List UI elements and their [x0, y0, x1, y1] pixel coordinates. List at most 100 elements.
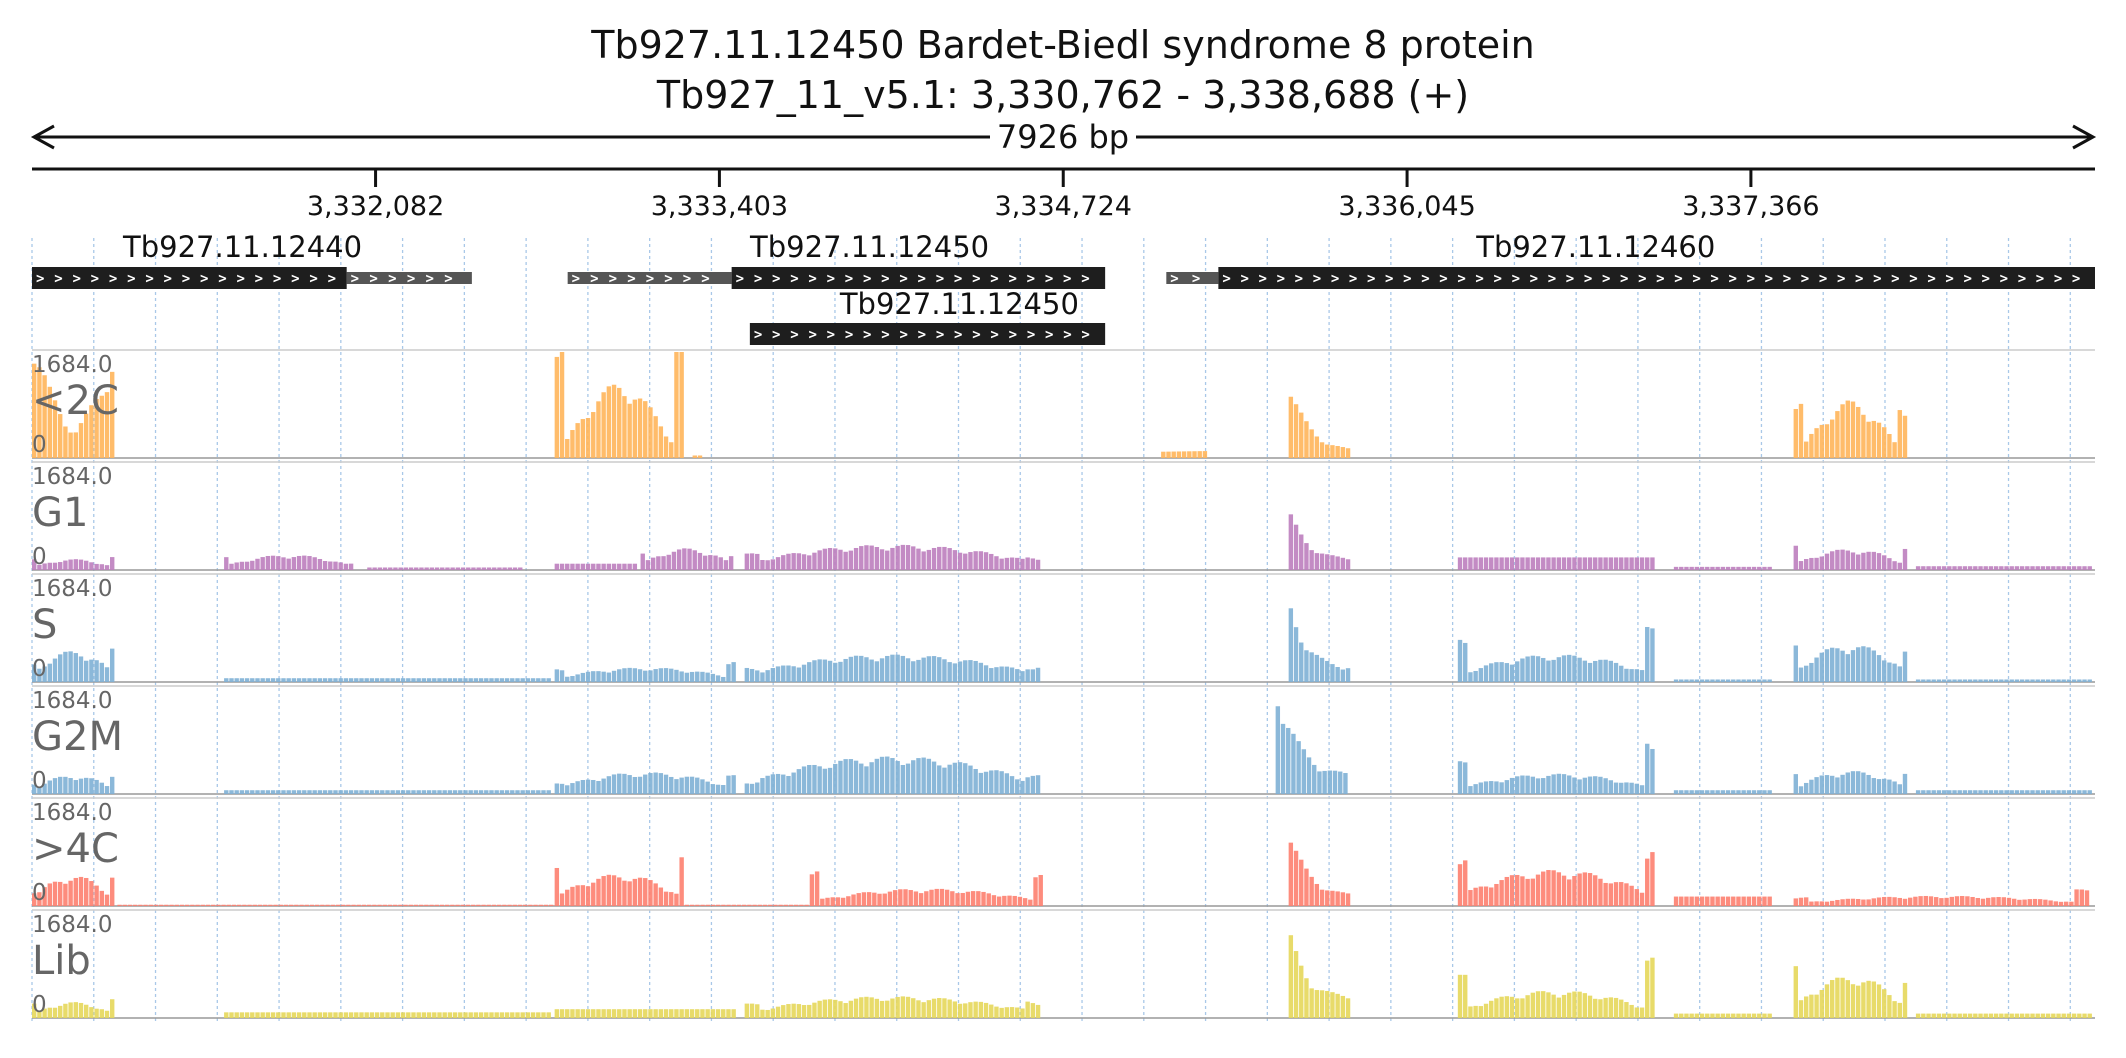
coverage-bar	[994, 770, 999, 794]
coverage-bar	[432, 790, 437, 794]
coverage-bar	[450, 567, 455, 570]
coverage-bar	[369, 790, 375, 794]
coverage-bar	[408, 904, 413, 906]
coverage-bar	[37, 564, 42, 570]
coverage-bar	[2079, 889, 2084, 906]
coverage-bar	[848, 656, 854, 682]
coverage-bar	[1489, 887, 1494, 906]
coverage-bar	[143, 904, 148, 906]
coverage-bar	[47, 780, 52, 794]
coverage-bar	[580, 885, 586, 906]
coverage-bar	[1468, 890, 1473, 906]
coverage-bar	[354, 678, 359, 682]
coverage-bar	[1288, 842, 1294, 906]
coverage-bar	[1999, 790, 2004, 794]
coverage-bar	[302, 1012, 307, 1018]
coverage-bar	[606, 563, 612, 570]
coverage-bar	[1577, 779, 1582, 794]
coverage-bar	[627, 563, 632, 570]
coverage-bar	[99, 782, 104, 794]
coverage-bar	[554, 783, 560, 794]
coverage-bar	[820, 898, 825, 906]
coverage-bar	[1866, 421, 1871, 458]
coverage-bar	[879, 658, 885, 682]
coverage-bar	[2035, 1013, 2040, 1018]
coverage-bar	[317, 678, 323, 682]
coverage-bar	[497, 567, 502, 570]
coverage-bar	[1694, 679, 1700, 682]
coverage-bar	[989, 1004, 994, 1018]
coverage-bar	[1520, 658, 1525, 682]
coverage-bar	[224, 790, 229, 794]
coverage-bar	[1746, 566, 1752, 570]
coverage-bar	[827, 547, 833, 570]
coverage-bar	[1613, 997, 1619, 1018]
coverage-bar	[965, 891, 971, 906]
coverage-bar	[1556, 872, 1562, 906]
coverage-bar	[354, 1012, 359, 1018]
coverage-bar	[169, 904, 174, 906]
coverage-bar	[843, 551, 848, 570]
coverage-bar	[1931, 566, 1936, 570]
track-scale-max: 1684.0	[32, 464, 112, 490]
coverage-bar	[973, 768, 978, 794]
coverage-bar	[726, 1009, 731, 1018]
coverage-bar	[1332, 770, 1338, 794]
coverage-bar	[1286, 727, 1291, 794]
coverage-bar	[416, 790, 421, 794]
coverage-bar	[541, 790, 546, 794]
coverage-bar	[1572, 875, 1577, 906]
coverage-bar	[1736, 896, 1741, 906]
coverage-bar	[104, 1010, 110, 1018]
coverage-bar	[898, 889, 903, 906]
coverage-bar	[2061, 566, 2066, 570]
coverage-bar	[627, 775, 632, 794]
coverage-bar	[1855, 554, 1861, 570]
coverage-bar	[84, 777, 89, 794]
coverage-bar	[999, 771, 1004, 794]
coverage-bar	[926, 758, 932, 794]
coverage-bar	[1483, 665, 1489, 682]
coverage-bar	[601, 671, 606, 682]
gene-cds-block	[731, 267, 1106, 289]
coverage-bar	[1983, 566, 1988, 570]
coverage-bar	[817, 766, 822, 794]
coverage-bar	[1546, 775, 1551, 794]
coverage-bar	[369, 1012, 375, 1018]
coverage-bar	[705, 672, 710, 682]
coverage-bar	[765, 560, 770, 570]
coverage-bar	[1608, 660, 1614, 682]
coverage-bar	[1567, 557, 1572, 570]
coverage-bar	[843, 1003, 848, 1018]
coverage-bar	[596, 780, 601, 794]
coverage-bar	[1988, 679, 1994, 682]
coverage-bar	[1673, 790, 1679, 794]
coverage-bar	[42, 563, 47, 570]
coverage-bar	[1954, 896, 1960, 906]
track-name-label: <2C	[32, 378, 119, 424]
axis-tick-label: 3,336,045	[1338, 191, 1475, 222]
coverage-bar	[229, 678, 234, 682]
coverage-bar	[1679, 566, 1684, 570]
coverage-bar	[791, 1003, 796, 1018]
coverage-bar	[1793, 408, 1798, 458]
coverage-bar	[1598, 776, 1603, 794]
coverage-bar	[520, 678, 525, 682]
coverage-bar	[1015, 557, 1020, 570]
coverage-bar	[812, 660, 817, 682]
coverage-bar	[1835, 899, 1840, 906]
coverage-bar	[1850, 552, 1856, 570]
coverage-bar	[1556, 997, 1562, 1018]
coverage-bar	[1603, 778, 1608, 794]
coverage-bar	[770, 668, 776, 682]
coverage-bar	[783, 904, 788, 906]
coverage-bar	[656, 556, 661, 570]
coverage-bar	[1608, 883, 1614, 906]
coverage-bar	[1304, 868, 1309, 906]
coverage-bar	[317, 558, 323, 570]
coverage-bar	[418, 904, 424, 906]
coverage-bar	[1931, 790, 1936, 794]
coverage-bar	[1845, 772, 1850, 794]
coverage-bar	[164, 904, 169, 906]
coverage-bar	[58, 654, 63, 682]
